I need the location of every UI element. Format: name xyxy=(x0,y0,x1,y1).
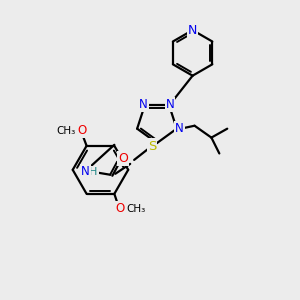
Text: O: O xyxy=(118,152,128,165)
Text: N: N xyxy=(139,98,148,111)
Text: S: S xyxy=(148,140,156,152)
Text: N: N xyxy=(166,98,175,111)
Text: CH₃: CH₃ xyxy=(56,126,75,136)
Text: H: H xyxy=(89,167,98,177)
Text: N: N xyxy=(81,165,90,178)
Text: N: N xyxy=(175,122,184,135)
Text: CH₃: CH₃ xyxy=(127,204,146,214)
Text: O: O xyxy=(116,202,125,215)
Text: N: N xyxy=(188,24,197,37)
Text: O: O xyxy=(77,124,86,137)
